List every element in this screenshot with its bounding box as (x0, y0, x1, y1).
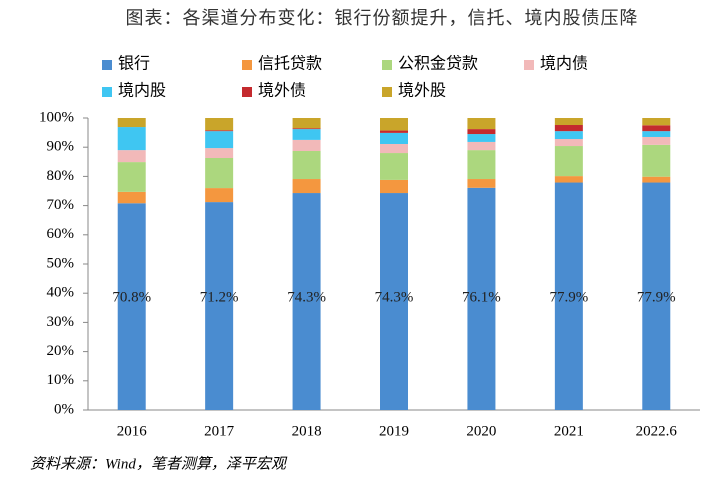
legend-label: 银行 (118, 55, 150, 73)
bar-segment (642, 144, 671, 177)
bar-segment (117, 203, 146, 410)
legend-label: 信托贷款 (258, 55, 322, 73)
bar-segment (467, 187, 496, 410)
legend-swatch (242, 87, 252, 97)
y-tick-label: 30% (47, 314, 75, 330)
bar-segment (467, 150, 496, 180)
x-tick-label: 2017 (204, 423, 235, 439)
legend-swatch (242, 60, 252, 70)
legend-swatch (102, 60, 112, 70)
bar-segment (205, 131, 234, 149)
bar-segment (554, 131, 583, 140)
bar-segment (554, 139, 583, 147)
bar-segment (554, 176, 583, 183)
legend-label: 公积金贷款 (398, 55, 478, 73)
bar-segment (642, 182, 671, 410)
y-tick-label: 90% (47, 139, 75, 155)
bar-segment (205, 148, 234, 159)
legend-label: 境内股 (118, 81, 166, 100)
legend-swatch (382, 60, 392, 70)
bar-segment (467, 141, 496, 151)
x-tick-label: 2020 (466, 423, 496, 439)
bar-segment (205, 202, 234, 410)
bar-segment (380, 179, 408, 194)
bar-segment (380, 132, 408, 144)
bar-segment (642, 136, 671, 145)
bar-segment (380, 118, 408, 131)
bar-segment (205, 188, 234, 203)
bar-segment (554, 118, 583, 126)
value-label: 70.8% (112, 289, 151, 305)
bar-segment (642, 125, 671, 132)
bar-segment (292, 139, 321, 151)
bar-segment (292, 179, 321, 194)
value-label: 74.3% (375, 289, 414, 305)
y-tick-label: 20% (47, 343, 75, 359)
y-tick-label: 10% (47, 372, 75, 388)
legend-label: 境内债 (540, 54, 588, 73)
bar-segment (205, 118, 234, 131)
value-label: 74.3% (287, 289, 326, 305)
bar-segment (117, 118, 146, 128)
y-tick-label: 50% (47, 255, 75, 271)
x-tick-label: 2022.6 (636, 423, 678, 439)
legend-label: 境外债 (258, 81, 306, 100)
bar-segment (467, 118, 496, 130)
value-label: 77.9% (637, 289, 676, 305)
y-tick-label: 60% (47, 226, 75, 242)
y-tick-label: 80% (47, 168, 75, 184)
legend-label: 境外股 (398, 81, 446, 100)
bar-segment (117, 191, 146, 204)
bar-segment (117, 150, 146, 163)
x-tick-label: 2018 (292, 423, 322, 439)
bar-segment (117, 162, 146, 192)
value-label: 76.1% (462, 289, 501, 305)
y-tick-label: 0% (54, 401, 74, 417)
bar-segment (205, 130, 234, 132)
bar-segment (467, 134, 496, 142)
bar-segment (554, 146, 583, 177)
legend-swatch (102, 87, 112, 97)
bar-segment (467, 129, 496, 135)
x-tick-label: 2021 (554, 423, 584, 439)
y-tick-label: 40% (47, 285, 75, 301)
bar-segment (554, 125, 583, 132)
legend-swatch (524, 60, 534, 70)
bar-segment (292, 150, 321, 180)
source-note: 资料来源：Wind，笔者测算，泽平宏观 (30, 455, 288, 472)
bar-segment (380, 193, 408, 410)
bar-segment (292, 193, 321, 410)
bar-segment (380, 130, 408, 133)
bar-segment (292, 128, 321, 130)
bar-segment (380, 143, 408, 154)
y-tick-label: 70% (47, 197, 75, 213)
bar-segment (380, 153, 408, 180)
bar-segment (642, 131, 671, 137)
value-label: 77.9% (549, 289, 588, 305)
bar-segment (117, 127, 146, 151)
legend-swatch (382, 87, 392, 97)
chart-title: 图表：各渠道分布变化：银行份额提升，信托、境内股债压降 (126, 8, 639, 28)
value-label: 71.2% (200, 289, 239, 305)
bar-segment (554, 182, 583, 410)
bar-segment (292, 118, 321, 129)
bar-segment (205, 158, 234, 189)
y-tick-label: 100% (39, 109, 74, 125)
bar-segment (467, 179, 496, 188)
x-tick-label: 2019 (379, 423, 409, 439)
bar-segment (292, 129, 321, 140)
bar-segment (642, 176, 671, 183)
bar-segment (642, 118, 671, 126)
x-tick-label: 2016 (117, 423, 148, 439)
